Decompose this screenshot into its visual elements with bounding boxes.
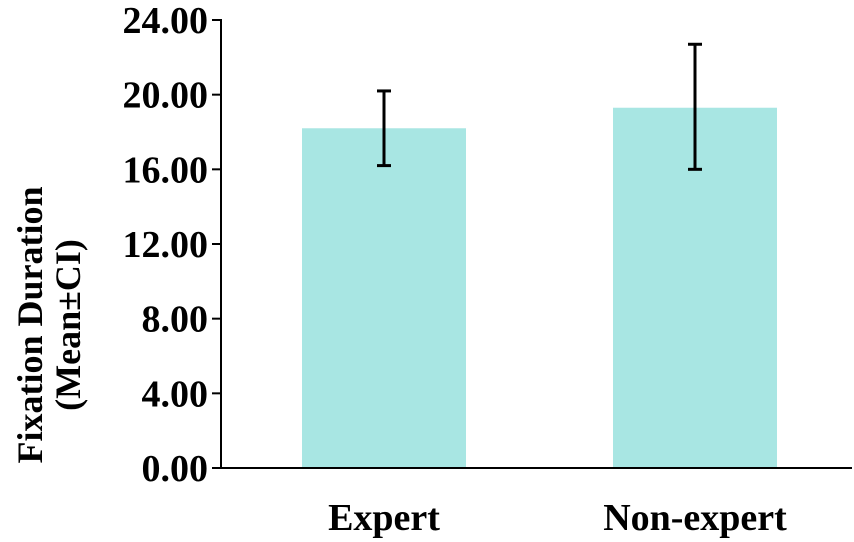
y-tick-label: 8.00: [142, 299, 209, 341]
y-tick-label: 24.00: [123, 0, 209, 42]
x-labels-group: Expert Non-expert: [328, 497, 787, 539]
y-axis-label-group: Fixation Duration (Mean±CI): [10, 186, 88, 463]
y-tick-label: 12.00: [123, 224, 209, 266]
x-category-label: Expert: [328, 497, 440, 539]
error-bars-group: [377, 42, 702, 171]
y-tick-label: 0.00: [142, 448, 209, 490]
y-axis-label-line-2: (Mean±CI): [48, 239, 88, 411]
y-tick-label: 20.00: [123, 75, 209, 117]
y-tick-label: 16.00: [123, 149, 209, 191]
bars-group: [302, 107, 777, 468]
y-ticks-group: 0.00 4.00 8.00 12.00 16.00 20.00 24.00: [123, 0, 221, 490]
y-tick-label: 4.00: [142, 373, 209, 415]
x-category-label: Non-expert: [603, 497, 787, 539]
y-axis-label-line-1: Fixation Duration: [10, 186, 50, 463]
bar-expert: [302, 128, 466, 468]
